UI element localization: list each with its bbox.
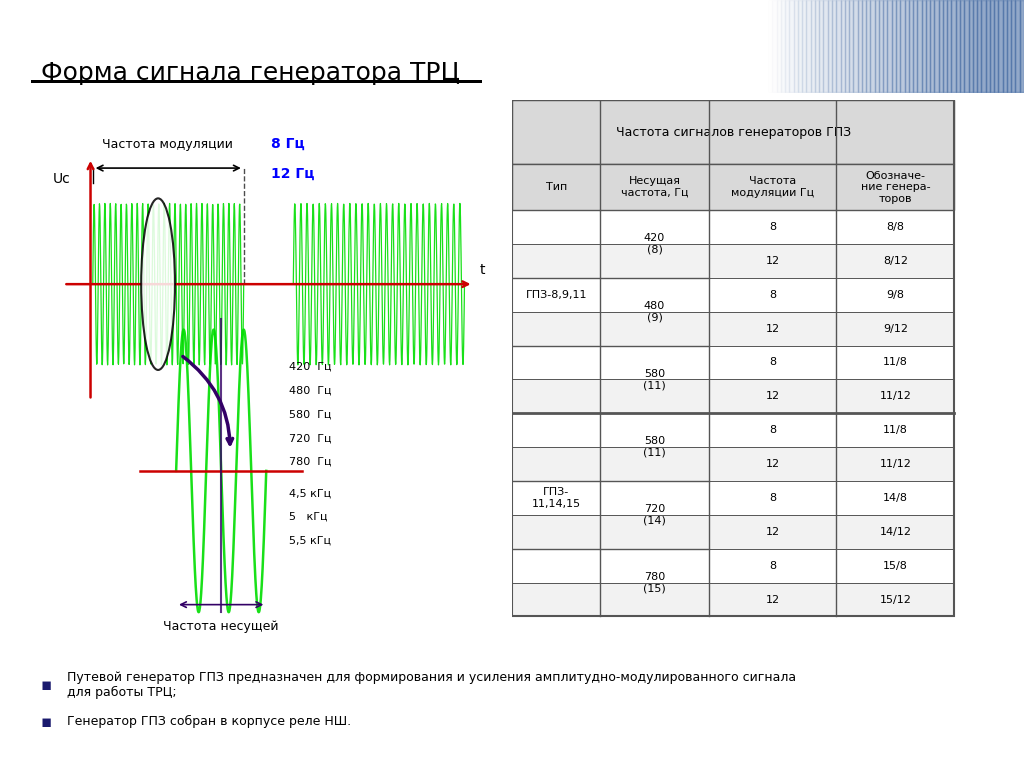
Text: 8/12: 8/12 (883, 256, 908, 266)
Text: 12 Гц: 12 Гц (270, 167, 314, 181)
Text: Путевой генератор ГПЗ предназначен для формирования и усиления амплитудно-модули: Путевой генератор ГПЗ предназначен для ф… (67, 671, 796, 699)
Text: 12: 12 (766, 392, 779, 402)
Text: ГПЗ-8,9,11: ГПЗ-8,9,11 (525, 290, 587, 300)
Text: 8 Гц: 8 Гц (270, 137, 304, 151)
Text: 9/8: 9/8 (887, 290, 904, 300)
Text: 8: 8 (769, 493, 776, 503)
Bar (512, 244, 954, 278)
Text: 480
(9): 480 (9) (644, 301, 666, 323)
Text: 12: 12 (766, 527, 779, 537)
Text: 420  Гц: 420 Гц (289, 362, 332, 372)
Text: 8: 8 (769, 290, 776, 300)
Text: 11/12: 11/12 (880, 459, 911, 469)
Text: 8: 8 (769, 222, 776, 232)
Text: 11/12: 11/12 (880, 392, 911, 402)
Text: 780
(15): 780 (15) (643, 572, 666, 594)
Bar (512, 481, 954, 515)
Text: 780  Гц: 780 Гц (289, 457, 332, 467)
Bar (512, 447, 954, 481)
Bar (512, 278, 954, 312)
Text: Обозначе-
ние генера-
торов: Обозначе- ние генера- торов (860, 170, 930, 204)
Text: 8/8: 8/8 (887, 222, 904, 232)
Text: Генератор ГПЗ собран в корпусе реле НШ.: Генератор ГПЗ собран в корпусе реле НШ. (67, 715, 350, 729)
Text: ГПЗ-
11,14,15: ГПЗ- 11,14,15 (531, 487, 581, 508)
Bar (512, 583, 954, 617)
Text: Частота модуляции: Частота модуляции (101, 138, 232, 151)
Text: Несущая
частота, Гц: Несущая частота, Гц (621, 177, 688, 198)
Text: 720  Гц: 720 Гц (289, 433, 332, 443)
Text: 5   кГц: 5 кГц (289, 511, 328, 521)
Text: 12: 12 (766, 594, 779, 604)
Text: 12: 12 (766, 459, 779, 469)
Text: 14/8: 14/8 (883, 493, 908, 503)
Text: 14/12: 14/12 (880, 527, 911, 537)
Text: 580
(11): 580 (11) (643, 369, 666, 390)
Text: ▪: ▪ (41, 676, 52, 694)
Ellipse shape (141, 198, 175, 370)
Text: 480  Гц: 480 Гц (289, 386, 332, 396)
Text: 15/8: 15/8 (883, 561, 908, 571)
Text: 580
(11): 580 (11) (643, 436, 666, 458)
Text: Частота несущей: Частота несущей (164, 620, 279, 633)
Text: 8: 8 (769, 425, 776, 435)
Text: 5,5 кГц: 5,5 кГц (289, 535, 331, 545)
Bar (512, 312, 954, 346)
Text: 11/8: 11/8 (883, 425, 908, 435)
Bar (512, 515, 954, 548)
Text: Частота сигналов генераторов ГПЗ: Частота сигналов генераторов ГПЗ (615, 126, 851, 138)
Text: 420
(8): 420 (8) (644, 233, 666, 255)
Bar (512, 164, 954, 210)
Bar (512, 379, 954, 413)
Text: Частота
модуляции Гц: Частота модуляции Гц (731, 177, 814, 198)
Text: 720
(14): 720 (14) (643, 504, 666, 525)
Text: 12: 12 (766, 256, 779, 266)
Text: Форма сигнала генератора ТРЦ: Форма сигнала генератора ТРЦ (41, 61, 460, 85)
Bar (512, 210, 954, 244)
Text: 9/12: 9/12 (883, 323, 908, 333)
Bar (512, 346, 954, 379)
Text: Тип: Тип (546, 182, 567, 192)
Text: ▪: ▪ (41, 713, 52, 731)
Text: 580  Гц: 580 Гц (289, 409, 331, 419)
Bar (512, 548, 954, 583)
Text: Uc: Uc (52, 172, 70, 186)
Text: 15/12: 15/12 (880, 594, 911, 604)
Text: 8: 8 (769, 357, 776, 367)
Bar (512, 413, 954, 447)
Text: 8: 8 (769, 561, 776, 571)
Text: 12: 12 (766, 323, 779, 333)
Bar (512, 100, 954, 164)
Text: 4,5 кГц: 4,5 кГц (289, 488, 331, 498)
Text: t: t (480, 263, 485, 277)
Text: 11/8: 11/8 (883, 357, 908, 367)
